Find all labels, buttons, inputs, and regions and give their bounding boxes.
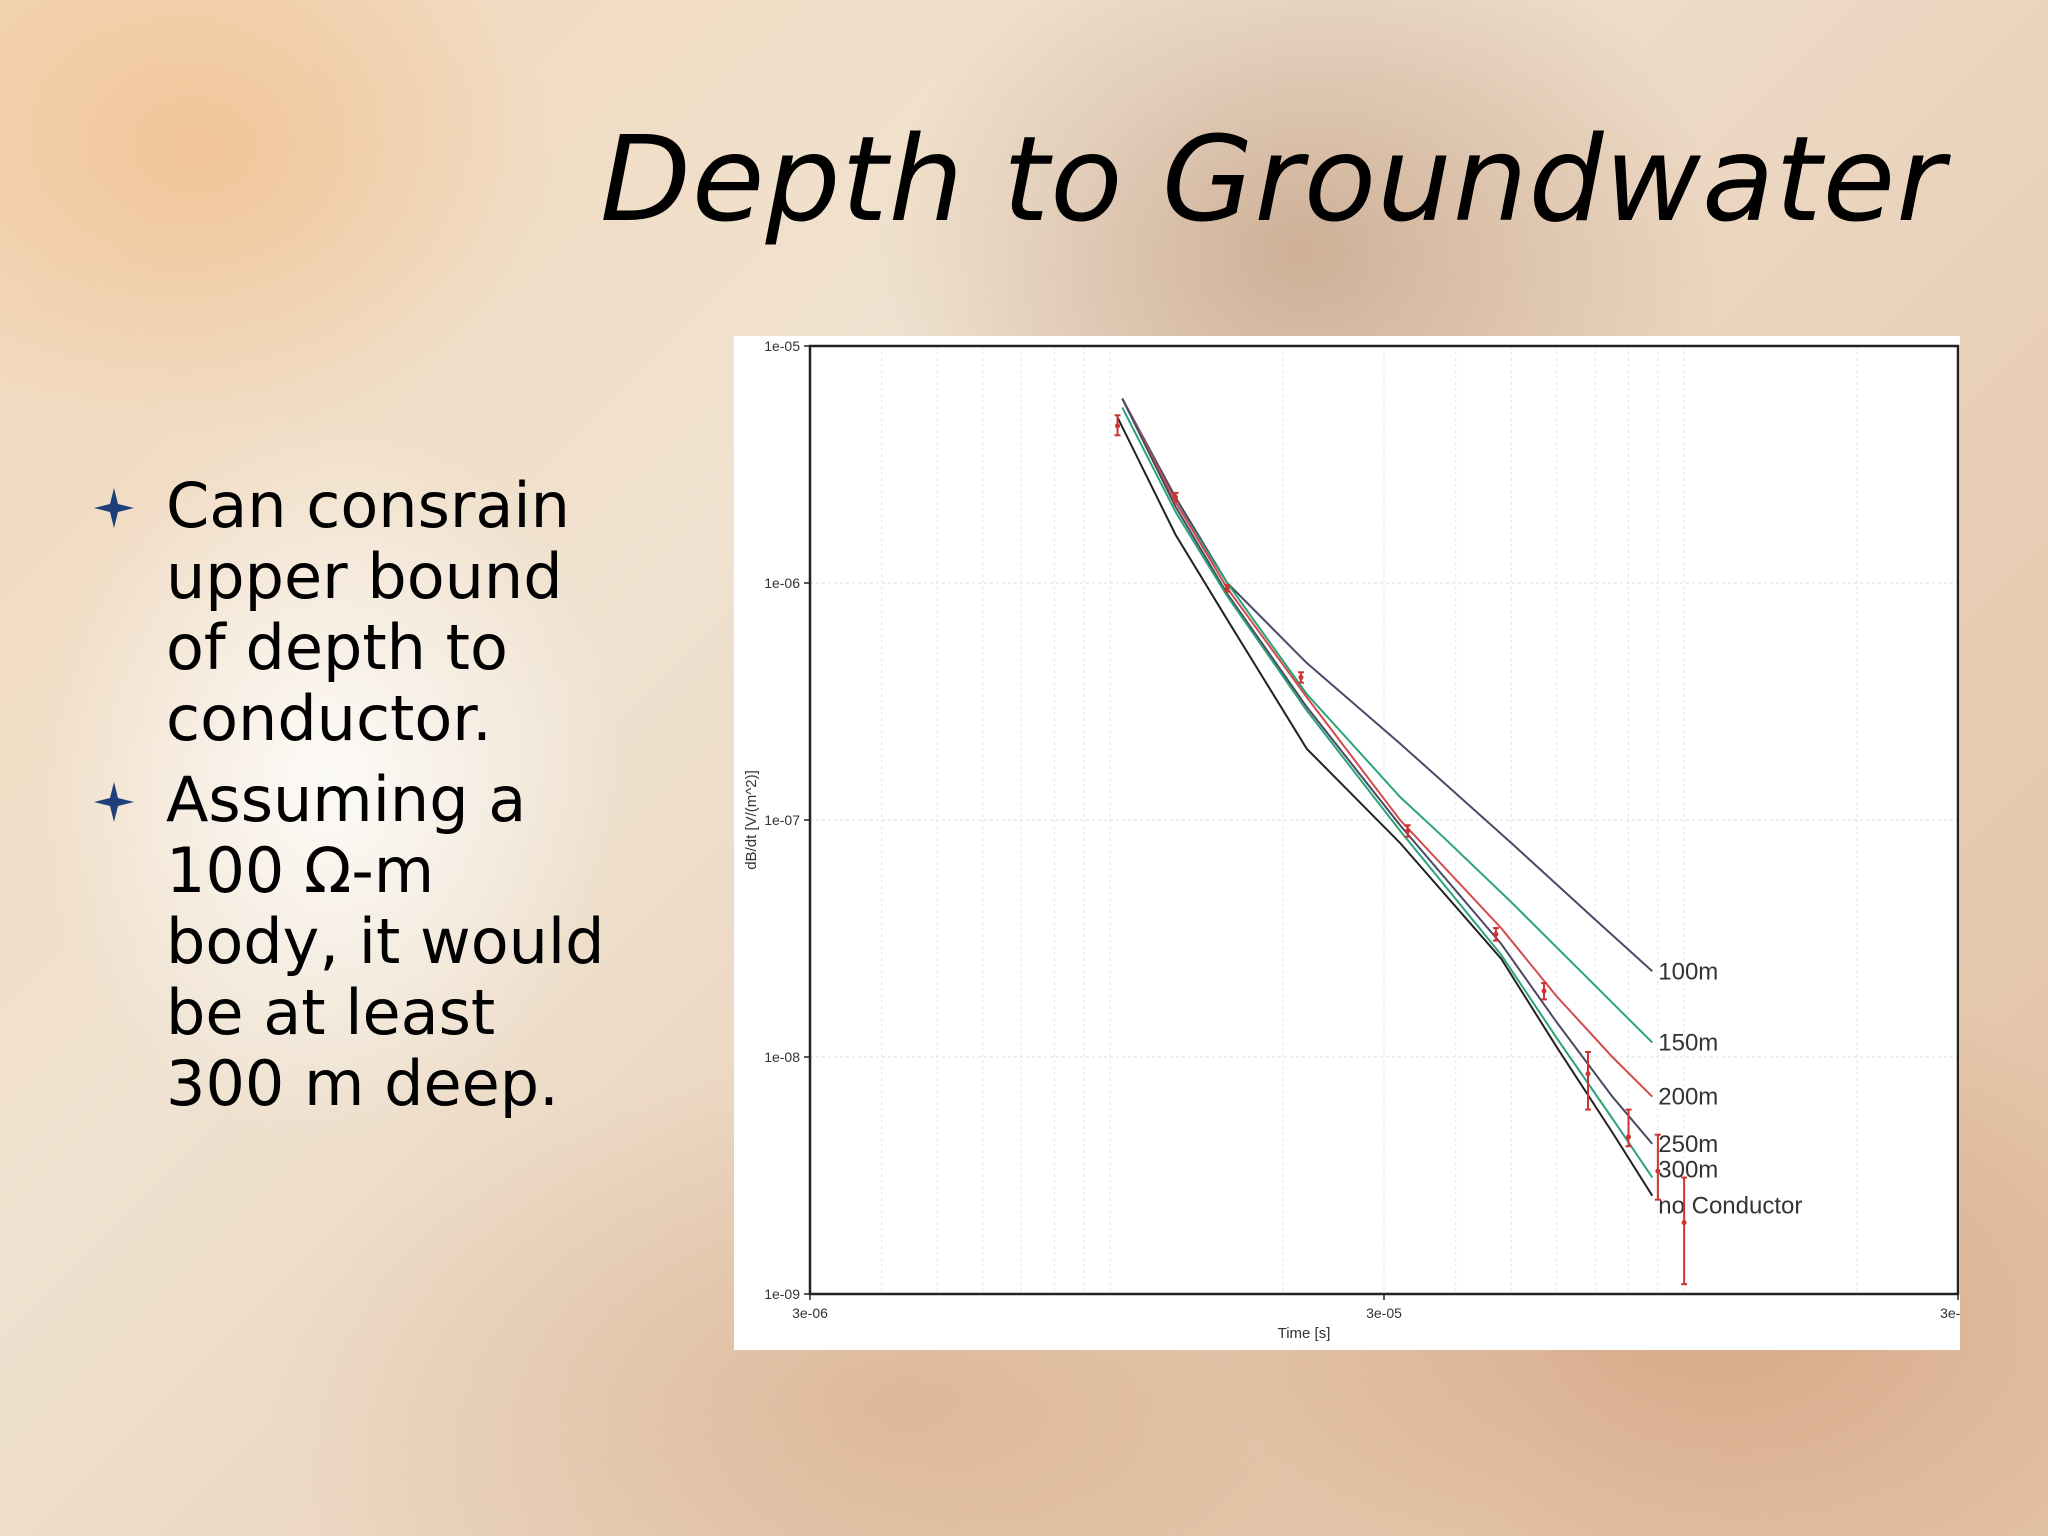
- series-line: [1116, 416, 1654, 1197]
- data-point: [1655, 1168, 1661, 1174]
- series-label: 150m: [1658, 1030, 1718, 1057]
- series-label: 100m: [1658, 958, 1718, 985]
- series-label: 200m: [1658, 1084, 1718, 1111]
- four-point-star-icon: [94, 488, 134, 528]
- series-label: no Conductor: [1658, 1193, 1802, 1220]
- bullet-item: Can consrain upper bound of depth to con…: [92, 470, 612, 754]
- data-point: [1585, 1071, 1591, 1077]
- data-point: [1298, 674, 1304, 680]
- y-tick-label: 1e-07: [764, 812, 800, 828]
- series-line: [1121, 398, 1653, 973]
- y-tick-label: 1e-08: [764, 1049, 800, 1065]
- data-point: [1626, 1134, 1632, 1140]
- series-label: 300m: [1658, 1157, 1718, 1184]
- four-point-star-icon: [94, 782, 134, 822]
- data-point: [1681, 1220, 1687, 1226]
- bullet-text: Assuming a 100 Ω-m body, it would be at …: [166, 763, 605, 1120]
- data-point: [1541, 988, 1547, 994]
- data-point: [1493, 931, 1499, 937]
- data-point: [1224, 585, 1230, 591]
- decay-curve-chart: 1e-05 1e-06 1e-07 1e-08 1e-09 3e-06 3e-05 3e-04…: [743, 338, 1960, 1342]
- bullet-item: Assuming a 100 Ω-m body, it would be at …: [92, 764, 612, 1119]
- data-point: [1173, 494, 1179, 500]
- x-tick-label: 3e-04: [1940, 1305, 1960, 1321]
- series-line: [1121, 398, 1654, 1044]
- y-tick-label: 1e-06: [764, 575, 800, 591]
- bullet-list: Can consrain upper bound of depth to con…: [92, 470, 612, 1129]
- series-label: 250m: [1658, 1131, 1718, 1158]
- series-line: [1121, 398, 1654, 1098]
- x-axis-label: Time [s]: [1278, 1325, 1331, 1342]
- y-axis-label: dB/dt [V/(m^2)]: [743, 770, 760, 870]
- series-line: [1121, 398, 1654, 1145]
- data-point: [1405, 828, 1411, 834]
- series-line: [1121, 407, 1654, 1179]
- x-tick-label: 3e-06: [792, 1305, 828, 1321]
- y-tick-label: 1e-09: [764, 1286, 800, 1302]
- bullet-text: Can consrain upper bound of depth to con…: [166, 469, 570, 755]
- slide-title: Depth to Groundwater: [600, 110, 1946, 248]
- y-tick-label: 1e-05: [764, 338, 800, 354]
- data-point: [1115, 423, 1121, 429]
- x-tick-label: 3e-05: [1366, 1305, 1402, 1321]
- chart-panel: 1e-05 1e-06 1e-07 1e-08 1e-09 3e-06 3e-05 3e-04…: [734, 336, 1960, 1350]
